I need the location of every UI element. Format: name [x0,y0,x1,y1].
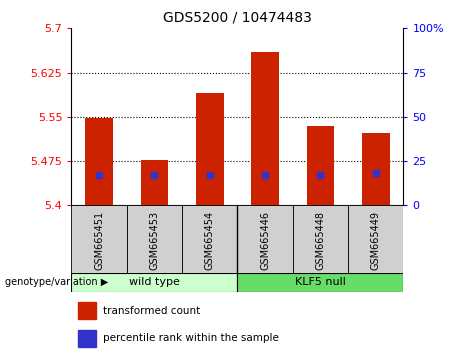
Bar [85,118,113,205]
Bar [293,205,348,274]
Bar [71,273,237,292]
Text: GSM665451: GSM665451 [94,211,104,270]
Bar [237,273,403,292]
Text: genotype/variation ▶: genotype/variation ▶ [5,278,108,287]
Text: transformed count: transformed count [103,306,200,316]
Text: GSM665449: GSM665449 [371,211,381,270]
Text: KLF5 null: KLF5 null [295,277,346,287]
Bar [71,205,127,274]
Bar [348,205,403,274]
Bar [78,330,96,347]
Text: GSM665446: GSM665446 [260,211,270,270]
Text: GSM665448: GSM665448 [315,211,325,270]
Bar [127,205,182,274]
Text: percentile rank within the sample: percentile rank within the sample [103,333,279,343]
Text: GSM665454: GSM665454 [205,211,215,270]
Bar [307,126,334,205]
Bar [362,133,390,205]
Bar [251,52,279,205]
Bar [237,205,293,274]
Bar [196,93,224,205]
Text: wild type: wild type [129,277,180,287]
Title: GDS5200 / 10474483: GDS5200 / 10474483 [163,10,312,24]
Bar [78,302,96,319]
Text: GSM665453: GSM665453 [149,211,160,270]
Bar [182,205,237,274]
Bar [141,160,168,205]
